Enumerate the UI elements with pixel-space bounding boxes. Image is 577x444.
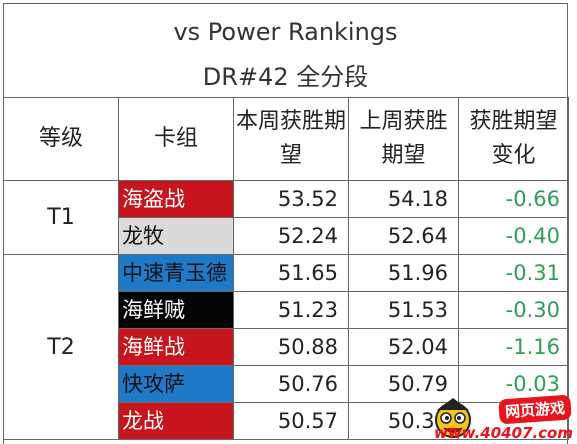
page-subtitle: DR#42 全分段 — [202, 63, 369, 91]
watermark-badge: 网页游戏 — [498, 394, 572, 425]
table-row: T2 中速青玉德 51.65 51.96 -0.31 — [3, 254, 569, 440]
header-change: 获胜期望变化 — [458, 97, 569, 181]
table-row: T1 海盗战 53.52 54.18 -0.66 — [3, 180, 569, 255]
rankings-table: 等级 卡组 本周获胜期望 上周获胜期望 获胜期望变化 T1 海盗战 53.52 54.… — [3, 97, 569, 440]
last-week-value: 50.79 — [348, 365, 459, 403]
deck-cell: 龙牧 — [118, 217, 234, 255]
change-value: -0.40 — [458, 217, 569, 255]
this-week-value: 51.23 — [233, 291, 349, 329]
header-last-week: 上周获胜期望 — [348, 97, 459, 181]
table-row: 海鲜贼 51.23 51.53 -0.30 — [4, 291, 569, 329]
deck-name: 中速青玉德 — [119, 255, 233, 291]
this-week-value: 51.65 — [233, 254, 349, 292]
page-title: vs Power Rankings — [173, 18, 398, 46]
deck-name: 龙战 — [119, 403, 233, 439]
deck-name: 海盗战 — [119, 181, 233, 217]
last-week-value: 52.64 — [348, 217, 459, 255]
last-week-value: 52.04 — [348, 328, 459, 366]
table-body: T1 海盗战 53.52 54.18 -0.66 龙牧 52.24 52.64 -0.40 T2 中… — [3, 180, 569, 440]
this-week-value: 50.57 — [233, 402, 349, 440]
this-week-value: 52.24 — [233, 217, 349, 255]
header-tier: 等级 — [3, 97, 119, 181]
last-week-value: 51.96 — [348, 254, 459, 292]
deck-cell: 快攻萨 — [118, 365, 234, 403]
deck-cell: 海盗战 — [118, 180, 234, 218]
deck-cell: 中速青玉德 — [118, 254, 234, 292]
change-value: -0.31 — [458, 254, 569, 292]
deck-name: 海鲜贼 — [119, 292, 233, 328]
header-this-week: 本周获胜期望 — [233, 97, 349, 181]
tier-label: T1 — [3, 180, 119, 255]
last-week-value: 54.18 — [348, 180, 459, 218]
deck-name: 快攻萨 — [119, 366, 233, 402]
tier-label: T2 — [3, 254, 119, 440]
table-header-row: 等级 卡组 本周获胜期望 上周获胜期望 获胜期望变化 — [3, 97, 569, 181]
table-row: 海鲜战 50.88 52.04 -1.16 — [4, 328, 569, 366]
this-week-value: 53.52 — [233, 180, 349, 218]
change-value: -1.16 — [458, 328, 569, 366]
this-week-value: 50.88 — [233, 328, 349, 366]
deck-cell: 海鲜贼 — [118, 291, 234, 329]
last-week-value: 51.53 — [348, 291, 459, 329]
deck-cell: 龙战 — [118, 402, 234, 440]
watermark-url: www.40407.com — [433, 424, 573, 442]
mascot-icon — [435, 398, 471, 438]
watermark: 网页游戏 www.40407.com — [427, 384, 577, 444]
deck-cell: 海鲜战 — [118, 328, 234, 366]
deck-name: 海鲜战 — [119, 329, 233, 365]
deck-name: 龙牧 — [119, 218, 233, 254]
header-deck: 卡组 — [118, 97, 234, 181]
change-value: -0.30 — [458, 291, 569, 329]
change-value: -0.66 — [458, 180, 569, 218]
this-week-value: 50.76 — [233, 365, 349, 403]
